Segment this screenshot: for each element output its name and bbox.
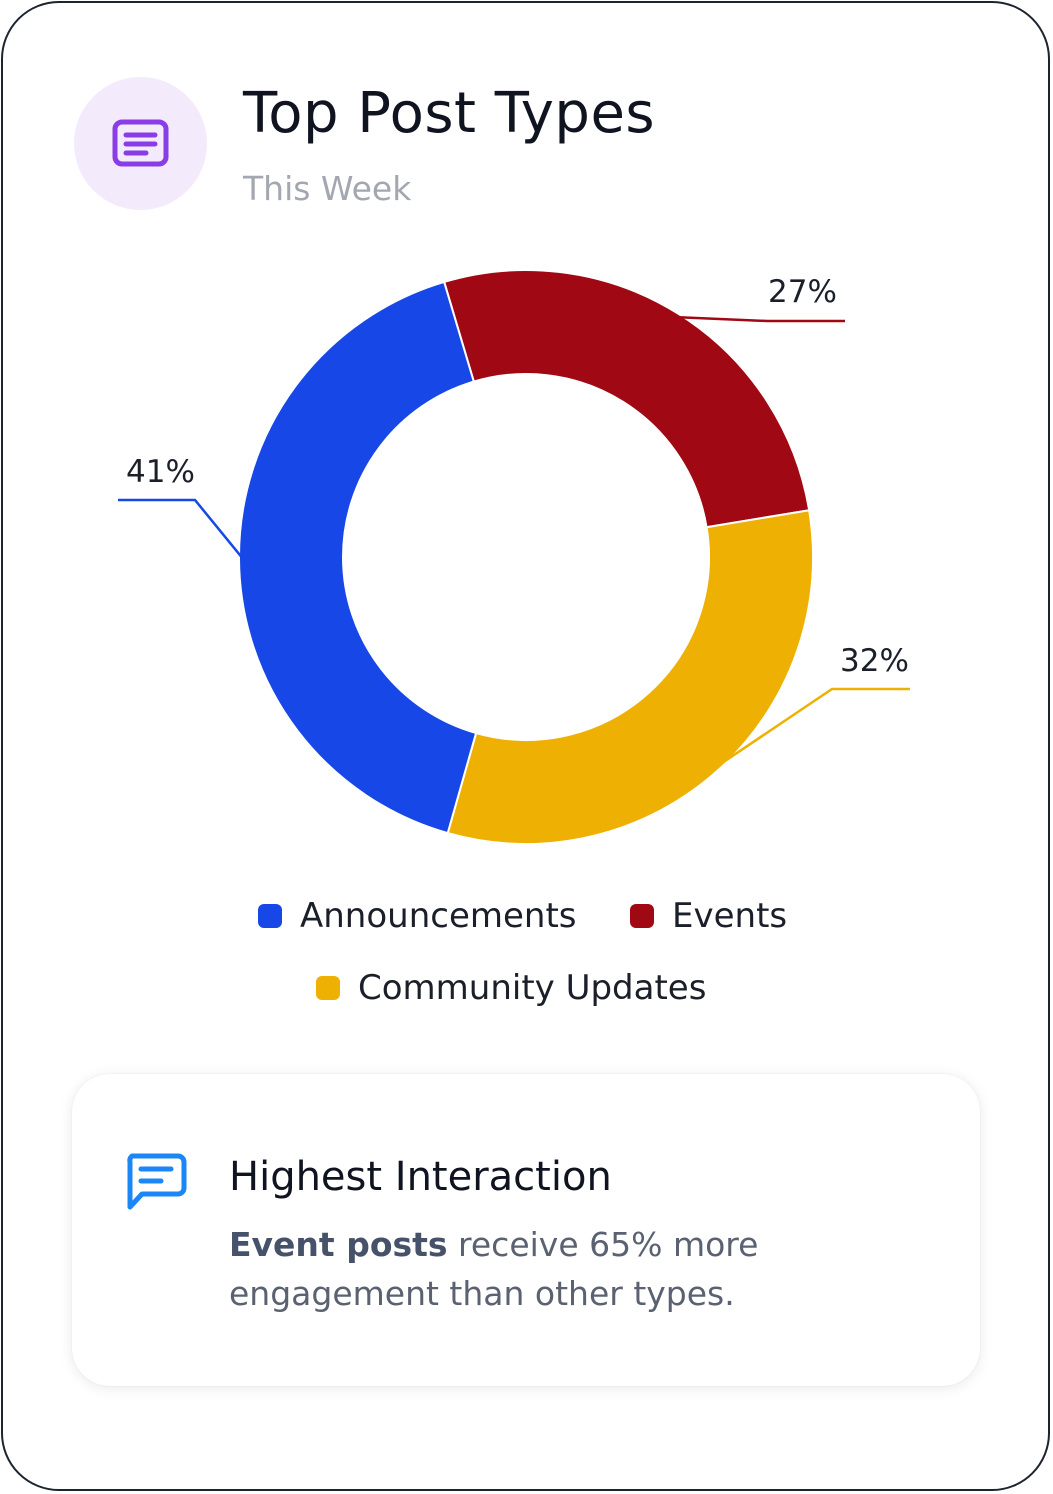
card-title: Top Post Types [243, 81, 656, 146]
donut-chart: 41% 27% 32% [118, 269, 910, 845]
leader-line-events [676, 315, 845, 323]
insight-text: Event posts receive 65% more engagement … [229, 1220, 869, 1318]
card-subtitle: This Week [243, 169, 412, 208]
label-community-updates: 32% [840, 643, 909, 679]
legend-swatch-community-updates [316, 976, 340, 1000]
legend-item-announcements: Announcements [258, 896, 577, 936]
leader-line-announcements [118, 498, 244, 560]
insight-card: Highest Interaction Event posts receive … [72, 1074, 980, 1386]
header-icon-badge [74, 77, 207, 210]
slice-events [442, 269, 811, 529]
legend-label-events: Events [672, 896, 788, 936]
slice-community-updates [446, 509, 814, 845]
legend-label-community-updates: Community Updates [358, 968, 707, 1008]
chat-message-icon [127, 1153, 187, 1210]
legend-item-events: Events [630, 896, 787, 936]
legend-label-announcements: Announcements [300, 896, 577, 936]
insight-body: receive 65% more engagement than other t… [229, 1225, 759, 1313]
leader-line-community-updates [713, 687, 910, 770]
slice-announcements [238, 280, 478, 835]
insight-highlight: Event posts [229, 1225, 448, 1264]
legend-swatch-announcements [258, 904, 282, 928]
legend-swatch-events [630, 904, 654, 928]
insight-title: Highest Interaction [229, 1154, 612, 1200]
legend-item-community-updates: Community Updates [316, 968, 706, 1008]
label-announcements: 41% [126, 454, 195, 490]
article-icon [112, 119, 169, 167]
label-events: 27% [768, 274, 837, 310]
